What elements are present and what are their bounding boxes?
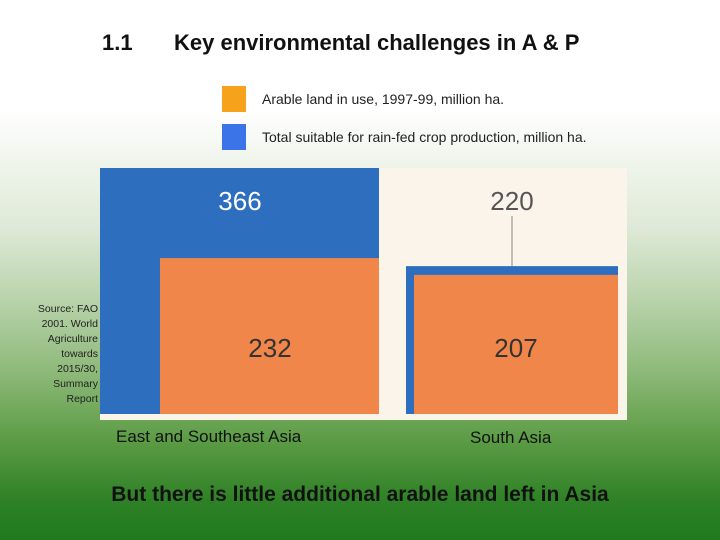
legend-swatch-arable	[222, 86, 246, 112]
data-label-suitable-1: 220	[490, 186, 533, 216]
slide-title: Key environmental challenges in A & P	[174, 30, 580, 55]
bar-arable-0	[160, 258, 379, 414]
data-label-arable-1: 207	[494, 333, 537, 363]
category-label-east-southeast-asia: East and Southeast Asia	[116, 427, 302, 446]
source-note: Source: FAO 2001. World Agriculture towa…	[37, 303, 98, 405]
data-label-suitable-0: 366	[218, 186, 261, 216]
category-label-south-asia: South Asia	[470, 428, 552, 447]
legend-item-arable: Arable land in use, 1997-99, million ha.	[222, 86, 504, 112]
legend-label-arable: Arable land in use, 1997-99, million ha.	[262, 91, 505, 107]
legend-item-suitable: Total suitable for rain-fed crop product…	[222, 124, 587, 150]
bar-chart: 366 220 232 207	[100, 168, 627, 420]
legend-swatch-suitable	[222, 124, 246, 150]
data-label-arable-0: 232	[248, 333, 291, 363]
section-number: 1.1	[102, 30, 133, 55]
footer-message: But there is little additional arable la…	[111, 483, 609, 506]
bar-arable-1	[414, 274, 618, 414]
legend-label-suitable: Total suitable for rain-fed crop product…	[262, 129, 587, 145]
